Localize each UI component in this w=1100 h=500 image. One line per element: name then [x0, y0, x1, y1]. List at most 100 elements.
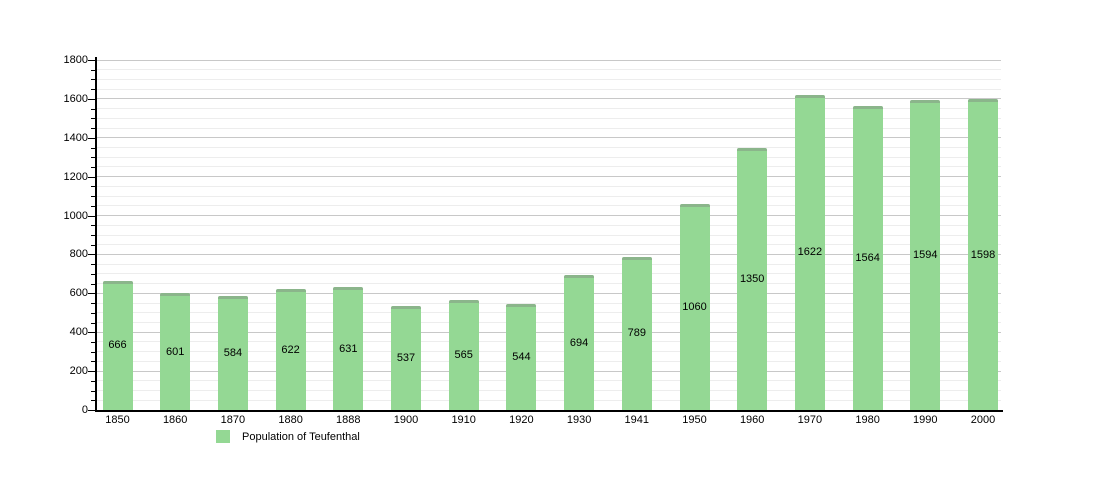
minor-gridline [97, 322, 1001, 323]
bar-value-label: 544 [512, 351, 531, 364]
y-axis-label: 1000 [63, 209, 88, 222]
y-axis-tick [91, 351, 95, 353]
minor-gridline [97, 108, 1001, 110]
minor-gridline [97, 88, 1001, 90]
y-axis-tick [91, 264, 95, 266]
y-axis-tick [91, 341, 95, 343]
y-axis-tick [91, 69, 95, 71]
y-axis-label: 800 [69, 248, 88, 261]
y-axis-tick [91, 205, 95, 207]
minor-gridline [97, 78, 1001, 80]
y-axis-tick [91, 303, 95, 305]
x-axis-label: 1941 [624, 414, 650, 426]
y-axis-tick [91, 89, 95, 91]
bar-value-label: 622 [281, 343, 300, 356]
x-axis-label: 1880 [278, 414, 303, 426]
bar [737, 147, 768, 410]
y-axis-label: 200 [69, 365, 88, 378]
bar-value-label: 1564 [855, 251, 880, 264]
y-axis-tick [91, 235, 95, 236]
major-gridline [97, 253, 1001, 255]
major-gridline [97, 59, 1001, 61]
x-axis-label: 1900 [393, 414, 419, 426]
y-axis-tick [91, 312, 95, 314]
minor-gridline [97, 390, 1001, 392]
bar [448, 300, 479, 410]
bar-value-label: 1060 [682, 300, 707, 313]
minor-gridline [97, 302, 1001, 304]
minor-gridline [97, 312, 1001, 314]
y-axis-line [95, 57, 97, 412]
major-gridline [97, 215, 1001, 217]
y-axis-label: 400 [69, 326, 88, 339]
bar-value-label: 1350 [739, 272, 765, 285]
bar [275, 289, 306, 410]
x-axis-label: 1960 [739, 414, 765, 426]
minor-gridline [97, 399, 1001, 401]
x-axis-label: 1970 [797, 414, 823, 426]
bar-value-label: 537 [396, 351, 416, 364]
minor-gridline [97, 283, 1001, 285]
x-axis-label: 1930 [566, 414, 592, 426]
major-gridline [97, 137, 1001, 139]
bar [160, 293, 191, 410]
bar [679, 203, 710, 410]
y-axis-tick [88, 98, 95, 100]
minor-gridline [97, 351, 1001, 353]
bar-value-label: 601 [166, 345, 185, 358]
y-axis-tick [91, 322, 95, 324]
x-axis-label: 1950 [682, 414, 707, 426]
minor-gridline [97, 69, 1001, 71]
x-axis-label: 1920 [509, 414, 534, 426]
minor-gridline [97, 224, 1001, 226]
y-axis-label: 1400 [63, 131, 88, 144]
bar-value-label: 789 [627, 327, 646, 340]
y-axis-tick [91, 166, 95, 168]
bar [794, 94, 825, 410]
minor-gridline [97, 195, 1001, 197]
y-axis-label: 1800 [63, 54, 88, 66]
x-axis-label: 1850 [105, 414, 130, 426]
y-axis-tick [91, 283, 95, 285]
bar [333, 287, 364, 410]
y-axis-tick [88, 410, 95, 411]
major-gridline [97, 98, 1001, 100]
major-gridline [97, 176, 1001, 178]
legend-label: Population of Teufenthal [242, 430, 360, 443]
y-axis-tick [88, 60, 95, 61]
y-axis-tick [91, 390, 95, 392]
major-gridline [97, 331, 1001, 333]
bar [564, 275, 595, 410]
bar [968, 99, 998, 410]
bar [506, 304, 537, 410]
y-axis-tick [91, 273, 95, 275]
y-axis-tick [88, 215, 95, 217]
minor-gridline [97, 205, 1001, 207]
bar [217, 296, 248, 410]
bar [391, 305, 421, 410]
y-axis-tick [88, 371, 95, 373]
y-axis-label: 1200 [63, 170, 88, 183]
y-axis-tick [91, 108, 95, 110]
y-axis-label: 1600 [63, 92, 88, 105]
y-axis-tick [91, 79, 95, 81]
bar [852, 105, 883, 410]
y-axis-label: 0 [81, 404, 88, 416]
minor-gridline [97, 341, 1001, 343]
x-axis-label: 1870 [220, 414, 246, 426]
minor-gridline [97, 360, 1001, 362]
bar-value-label: 1622 [797, 246, 823, 259]
minor-gridline [97, 244, 1001, 246]
bar [910, 100, 941, 410]
minor-gridline [97, 185, 1001, 187]
minor-gridline [97, 127, 1001, 129]
bar-value-label: 1594 [913, 249, 938, 262]
minor-gridline [97, 380, 1001, 382]
minor-gridline [97, 234, 1001, 236]
x-axis-label: 1910 [451, 414, 476, 426]
x-axis-label: 1990 [913, 414, 938, 426]
y-axis-tick [91, 361, 95, 363]
bar [102, 280, 133, 410]
y-axis-tick [88, 332, 95, 334]
x-axis-label: 1860 [162, 414, 188, 426]
